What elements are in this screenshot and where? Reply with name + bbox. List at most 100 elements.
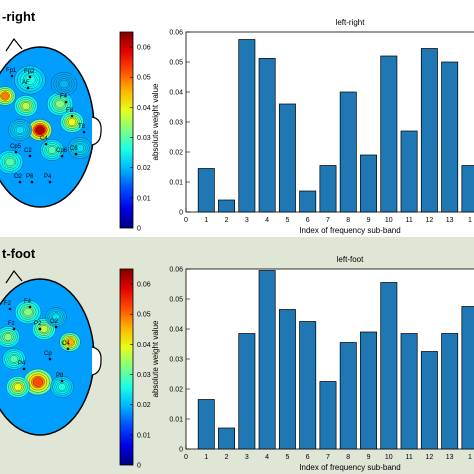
- x-tick-label: 2: [225, 454, 229, 461]
- x-tick-label: 10: [385, 217, 393, 224]
- colorbar-tick-label: 0.04: [137, 342, 151, 349]
- scalp-contour: [24, 74, 36, 86]
- electrode-dot: [28, 305, 32, 309]
- colorbar-tick-label: 0.06: [137, 282, 151, 289]
- colorbar-tick-label: 0.06: [137, 45, 151, 52]
- scalp-contour: [47, 146, 57, 154]
- panel-bottom-svg: t-foot F2 F4 Fz C4 Cp P2 P4 P8 O2 0.06 0.05 0.04 0.03…: [0, 237, 474, 474]
- electrode-dot: [60, 154, 64, 158]
- electrode-dot: [48, 357, 52, 361]
- panel-top: -right Fp1 Fp2 AF F8 F4 C2 C4 C6 T8 Cp5 Cp6 P8 P4 O2 0.…: [0, 9, 474, 235]
- electrode-dot: [26, 86, 30, 90]
- x-axis-label: Index of frequency sub-band: [299, 226, 400, 235]
- bar: [441, 333, 459, 450]
- x-tick-label: 1: [468, 454, 472, 461]
- electrode-label: P2: [34, 321, 42, 327]
- x-tick-label: 9: [367, 454, 371, 461]
- electrode-label: C2: [24, 148, 32, 154]
- electrode-dot: [30, 180, 34, 184]
- scalp-contour: [52, 313, 60, 321]
- x-tick-label: 4: [265, 454, 269, 461]
- colorbar-tick-label: 0: [137, 463, 141, 470]
- y-tick-label: 0.05: [169, 60, 183, 67]
- x-tick-label: 0: [184, 454, 188, 461]
- electrode-label: P4: [44, 174, 52, 180]
- x-tick-label: 1: [204, 454, 208, 461]
- x-tick-label: 0: [184, 217, 188, 224]
- bar: [380, 55, 398, 213]
- electrode-dot: [10, 74, 14, 78]
- bar: [400, 333, 418, 450]
- scalp-contour: [32, 377, 44, 387]
- scalp-contour: [67, 118, 77, 126]
- electrode-label: P4: [18, 361, 26, 367]
- scalp-contour: [15, 126, 25, 134]
- electrode-dot: [70, 114, 74, 118]
- x-tick-label: 6: [306, 454, 310, 461]
- y-axis-label: absolute weight value: [151, 83, 160, 160]
- electrode-label: Fz: [8, 321, 15, 327]
- colorbar-tick-label: 0.01: [137, 195, 151, 202]
- scalp-contour: [75, 144, 85, 152]
- electrode-label: F4: [60, 94, 68, 100]
- chart-title: left-right: [336, 18, 366, 27]
- colorbar-tick-label: 0.02: [137, 165, 151, 172]
- electrode-label: C4: [40, 136, 48, 142]
- scalp-contour: [35, 126, 45, 134]
- colorbar-bar: [119, 31, 134, 229]
- nose: [5, 269, 23, 284]
- bar: [380, 282, 398, 450]
- electrode-dot: [22, 367, 26, 371]
- y-tick-label: 0.03: [169, 120, 183, 127]
- electrode-label: F4: [24, 299, 32, 305]
- y-tick-label: 0: [179, 447, 183, 454]
- x-tick-label: 11: [405, 454, 412, 461]
- panel-bottom: t-foot F2 F4 Fz C4 Cp P2 P4 P8 O2 0.06 0.05 0.04 0.03…: [0, 237, 474, 474]
- x-tick-label: 2: [225, 217, 229, 224]
- scalp-contour: [66, 338, 74, 346]
- colorbar-tick-label: 0.03: [137, 135, 151, 142]
- bar: [238, 333, 256, 450]
- electrode-label: C6: [70, 146, 78, 152]
- colorbar-tick-label: 0.01: [137, 432, 151, 439]
- bar: [299, 190, 317, 213]
- electrode-dot: [14, 150, 18, 154]
- electrode-dot: [8, 307, 12, 311]
- scalp-contour: [5, 157, 15, 167]
- y-tick-label: 0: [179, 210, 183, 217]
- x-tick-label: 7: [326, 217, 330, 224]
- x-tick-label: 11: [405, 217, 412, 224]
- panel-top-svg: -right Fp1 Fp2 AF F8 F4 C2 C4 C6 T8 Cp5 Cp6 P8 P4 O2 0.…: [0, 9, 474, 235]
- electrode-label: AF: [22, 80, 30, 86]
- colorbar-tick-label: 0.05: [137, 312, 151, 319]
- y-axis-label: absolute weight value: [151, 320, 160, 397]
- x-tick-label: 9: [367, 217, 371, 224]
- bar: [218, 199, 236, 213]
- electrode-dot: [38, 327, 42, 331]
- electrode-label: F2: [4, 301, 12, 307]
- y-tick-label: 0.03: [169, 357, 183, 364]
- bar: [319, 381, 337, 450]
- electrode-dot: [18, 180, 22, 184]
- colorbar-tick-label: 0.02: [137, 402, 151, 409]
- bar: [339, 91, 357, 213]
- y-tick-label: 0.04: [169, 90, 183, 97]
- scalp-contour: [55, 99, 65, 109]
- scalp-contour: [57, 383, 67, 391]
- x-tick-label: 13: [446, 217, 454, 224]
- scalp-field: [0, 47, 94, 207]
- bar: [461, 306, 474, 450]
- electrode-dot: [82, 130, 86, 134]
- scalp-contour: [1, 92, 9, 100]
- x-tick-label: 12: [425, 454, 433, 461]
- electrode-label: Cp5: [10, 144, 22, 150]
- x-tick-label: 7: [326, 454, 330, 461]
- electrode-dot: [28, 75, 32, 79]
- bar: [278, 309, 296, 450]
- x-tick-label: 3: [245, 454, 249, 461]
- electrode-label: P8: [26, 174, 34, 180]
- x-tick-label: 10: [385, 454, 393, 461]
- bar: [461, 165, 474, 213]
- bar: [400, 130, 418, 213]
- ear-right: [91, 116, 102, 146]
